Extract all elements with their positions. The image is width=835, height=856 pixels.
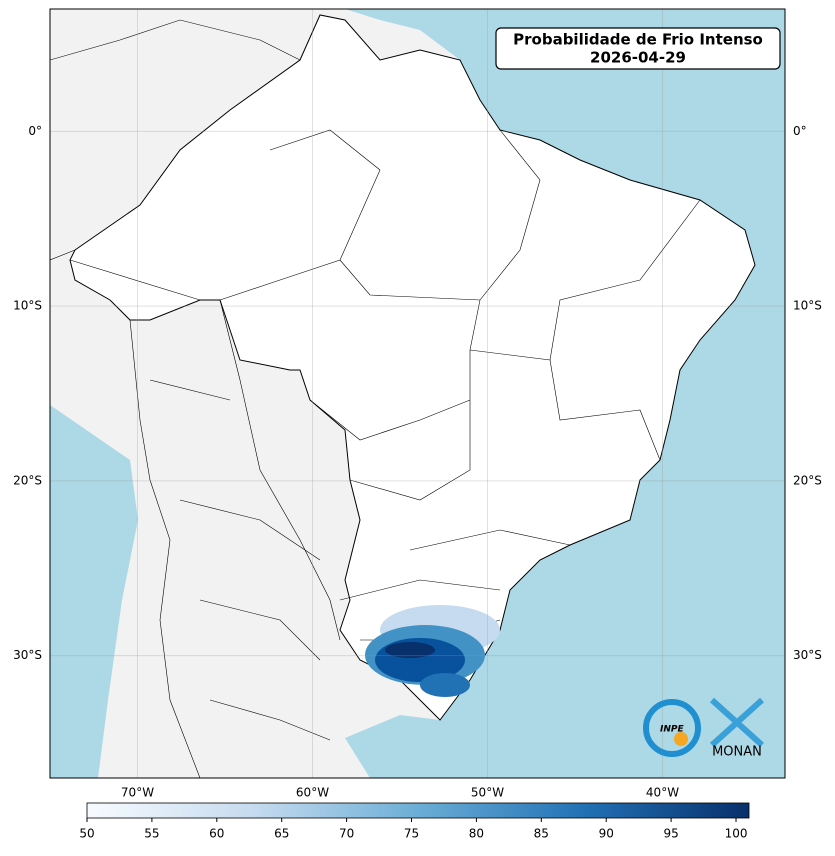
- colorbar-tick-label: 85: [534, 827, 549, 841]
- logo: INPE MONAN: [643, 697, 765, 760]
- colorbar-tick-label: 80: [469, 827, 484, 841]
- title: Probabilidade de Frio Intenso: [513, 31, 763, 49]
- lon-tick-label: 70°W: [121, 786, 154, 800]
- graticule: [50, 9, 785, 778]
- logo-cross: [709, 697, 765, 748]
- lat-tick-label: 10°S: [13, 299, 42, 313]
- lon-tick-label: 40°W: [646, 786, 679, 800]
- lon-tick-label: 50°W: [471, 786, 504, 800]
- lat-tick-label: 0°: [28, 124, 42, 138]
- subtitle-date: 2026-04-29: [590, 49, 686, 67]
- atlantic-ocean: [345, 9, 785, 778]
- lat-tick-label: 20°S: [13, 473, 42, 487]
- lat-tick-label: 0°: [793, 124, 807, 138]
- lat-tick-label: 20°S: [793, 473, 822, 487]
- colorbar-tick-label: 60: [209, 827, 224, 841]
- map-frame: [49, 8, 786, 779]
- logo-ring: [643, 699, 701, 757]
- brazil: [69, 14, 756, 721]
- colorbar-tick-label: 100: [725, 827, 748, 841]
- colorbar-tick-label: 55: [144, 827, 159, 841]
- pacific-ocean: [50, 405, 138, 778]
- lat-tick-label: 30°S: [793, 648, 822, 662]
- colorbar-tick-label: 70: [339, 827, 354, 841]
- lat-tick-label: 30°S: [13, 648, 42, 662]
- colorbar-tick-label: 65: [274, 827, 289, 841]
- logo-monan: MONAN: [712, 745, 762, 760]
- logo-inpe: INPE: [660, 725, 684, 735]
- probability-field: [365, 605, 500, 697]
- colorbar-tick-label: 90: [599, 827, 614, 841]
- lat-tick-label: 10°S: [793, 299, 822, 313]
- logo-sun: [674, 732, 688, 746]
- colorbar-tick-label: 75: [404, 827, 419, 841]
- title-box: [495, 27, 781, 70]
- map-area: [50, 9, 785, 778]
- colorbar-tick-label: 50: [79, 827, 94, 841]
- colorbar: [86, 802, 750, 819]
- neighbor-borders: [50, 19, 341, 778]
- lon-tick-label: 60°W: [296, 786, 329, 800]
- colorbar-tick-label: 95: [663, 827, 678, 841]
